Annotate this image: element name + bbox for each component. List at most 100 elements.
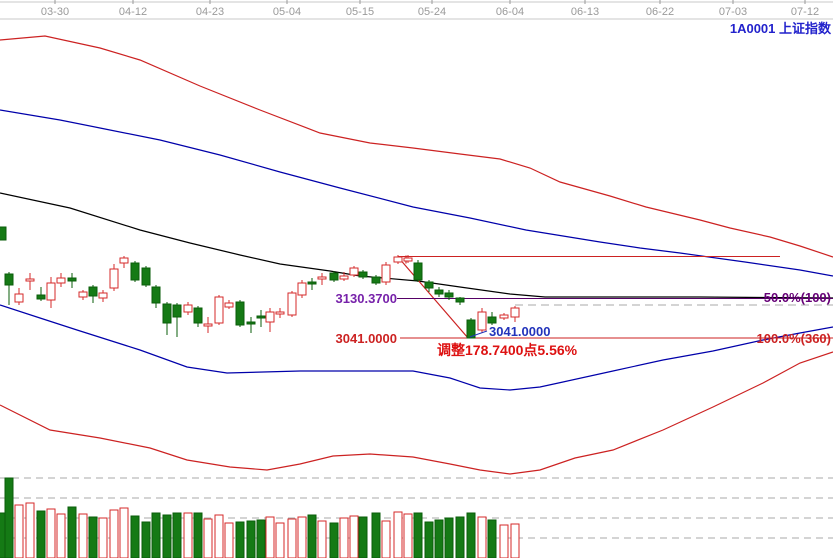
volume-bar <box>193 512 203 558</box>
candle-body <box>434 289 444 295</box>
volume-bar <box>4 477 14 558</box>
volume-bar <box>214 514 224 558</box>
band-line-lower-red <box>0 351 833 475</box>
date-tick-label: 04-12 <box>119 6 147 18</box>
candle-body <box>510 307 520 318</box>
volume-bar <box>246 520 256 558</box>
date-tick-label: 07-12 <box>791 6 819 18</box>
fib100-price-label: 3041.0000 <box>336 331 397 346</box>
candle-body <box>25 278 35 282</box>
volume-bar <box>235 521 245 558</box>
volume-bar <box>275 522 285 558</box>
volume-bar <box>371 512 381 558</box>
candle-body <box>358 271 368 278</box>
candle-body <box>499 314 509 319</box>
volume-bar <box>358 516 368 558</box>
candle-body <box>141 267 151 286</box>
candle-body <box>424 281 434 289</box>
volume-bar <box>455 516 465 558</box>
volume-bar <box>36 510 46 558</box>
candle-body <box>487 316 497 324</box>
date-tick-label: 05-04 <box>273 6 301 18</box>
volume-bar <box>434 519 444 558</box>
volume-bar <box>444 517 454 558</box>
candle-body <box>214 296 224 324</box>
candle-body <box>98 292 108 299</box>
band-line-mid-black <box>0 192 833 299</box>
date-tick-label: 04-23 <box>196 6 224 18</box>
candle-body <box>224 302 234 308</box>
volume-bars <box>0 477 520 558</box>
volume-bar <box>183 512 193 558</box>
volume-bar <box>307 514 317 558</box>
date-tick-label: 06-04 <box>496 6 524 18</box>
volume-bar <box>424 521 434 558</box>
band-line-lower-blue <box>0 304 833 391</box>
volume-bar <box>172 512 182 558</box>
candle-body <box>235 301 245 326</box>
volume-bar <box>98 517 108 558</box>
fib50-percent-label: 50.0%(100) <box>764 290 831 305</box>
candle-body <box>349 267 359 276</box>
callout-connector <box>469 330 488 338</box>
fib50-price-label: 3130.3700 <box>336 291 397 306</box>
volume-bar <box>25 502 35 558</box>
volume-bar <box>265 516 275 558</box>
date-labels: 03-30 04-12 04-23 05-04 05-15 05-24 06-0… <box>41 6 819 18</box>
volume-bar <box>339 517 349 558</box>
candle-body <box>203 323 213 327</box>
volume-bar <box>487 519 497 558</box>
candle-body <box>329 272 339 281</box>
candle-body <box>14 293 24 303</box>
candle-body <box>477 311 487 331</box>
candle-body <box>78 291 88 298</box>
date-tick-label: 03-30 <box>41 6 69 18</box>
candle-body <box>297 282 307 296</box>
candle-body <box>403 257 413 262</box>
candle-body <box>466 319 476 339</box>
volume-bar <box>88 516 98 558</box>
volume-bar <box>224 522 234 558</box>
candle-body <box>246 321 256 325</box>
candle-body <box>172 304 182 318</box>
volume-bar <box>329 522 339 558</box>
candle-body <box>151 286 161 304</box>
candle-body <box>56 277 66 284</box>
candle-body <box>109 268 119 289</box>
candle-body <box>46 282 56 301</box>
volume-bar <box>297 516 307 558</box>
candle-body <box>413 262 423 281</box>
candle-body <box>36 294 46 300</box>
volume-bar <box>162 514 172 558</box>
candle-body <box>317 276 327 280</box>
candle-body <box>393 256 403 263</box>
volume-bar <box>510 523 520 558</box>
volume-bar <box>499 524 509 558</box>
candle-body <box>162 303 172 324</box>
band-line-upper-red <box>0 35 833 258</box>
date-axis <box>0 0 833 20</box>
candle-body <box>444 292 454 298</box>
low-price-callout: 3041.0000 <box>489 324 550 339</box>
volume-bar <box>151 512 161 558</box>
candle-body <box>4 273 14 286</box>
candle-body <box>183 304 193 313</box>
candle-body <box>275 311 285 315</box>
candle-body <box>119 257 129 264</box>
volume-bar <box>78 513 88 558</box>
decline-diagonal-line <box>397 256 469 339</box>
candle-body <box>256 315 266 319</box>
volume-bar <box>393 511 403 558</box>
trend-lines <box>397 255 833 339</box>
candle-body <box>265 311 275 323</box>
candle-body <box>130 262 140 281</box>
date-tick-label: 05-15 <box>346 6 374 18</box>
candle-body <box>193 307 203 324</box>
date-tick-label: 06-13 <box>571 6 599 18</box>
band-line-upper-blue <box>0 109 833 277</box>
volume-bar <box>403 513 413 558</box>
volume-bar <box>14 504 24 558</box>
volume-bar <box>119 507 129 558</box>
